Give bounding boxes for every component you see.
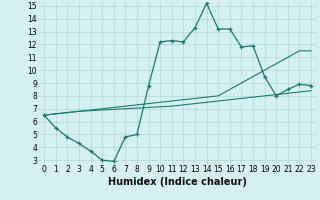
X-axis label: Humidex (Indice chaleur): Humidex (Indice chaleur) bbox=[108, 177, 247, 187]
